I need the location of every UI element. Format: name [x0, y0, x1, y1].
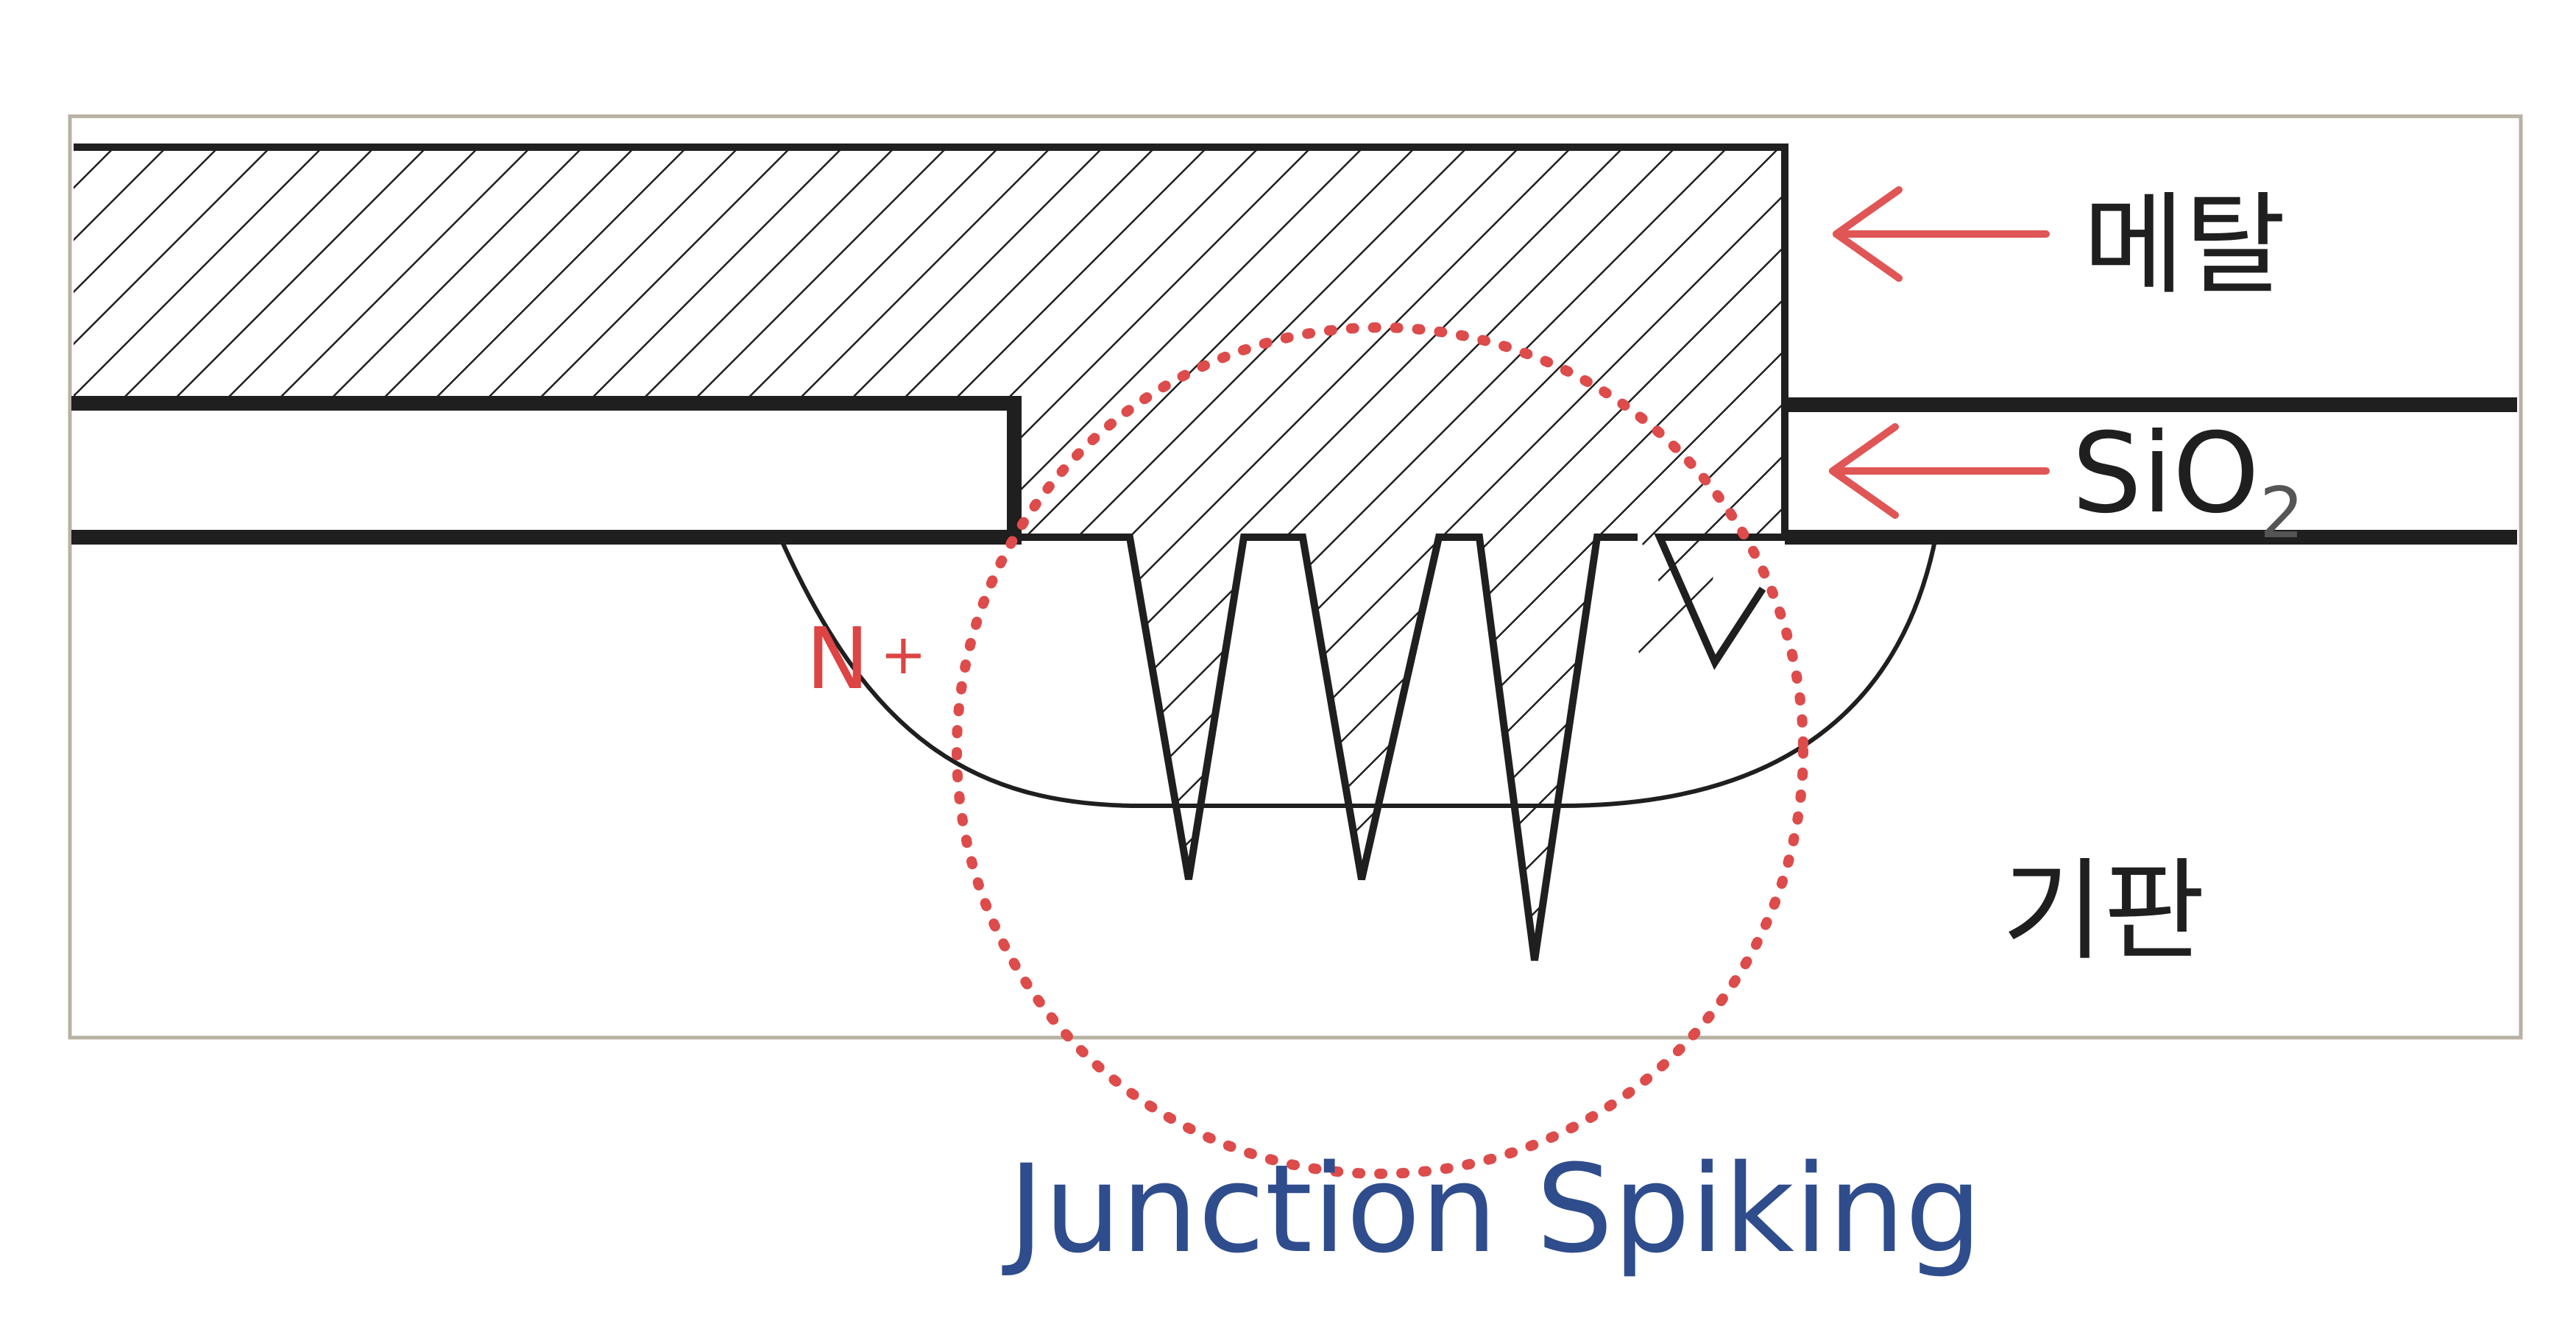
spiking-highlight-circle — [952, 322, 1808, 1179]
caption: Junction Spiking — [1002, 1138, 1982, 1280]
n-plus-label-main: N — [806, 610, 869, 709]
oxide-label-main: SiO — [2072, 410, 2260, 538]
n-plus-label: N + — [806, 610, 927, 709]
substrate-label: 기판 — [2002, 848, 2205, 976]
oxide-label-subscript: 2 — [2260, 473, 2304, 554]
metal-layer — [74, 147, 1785, 960]
n-plus-label-sup: + — [880, 622, 927, 687]
oxide-arrow-icon — [1829, 423, 2050, 519]
metal-label: 메탈 — [2083, 182, 2286, 310]
oxide-label: SiO2 — [2072, 410, 2304, 554]
metal-arrow-icon — [1833, 186, 2050, 282]
